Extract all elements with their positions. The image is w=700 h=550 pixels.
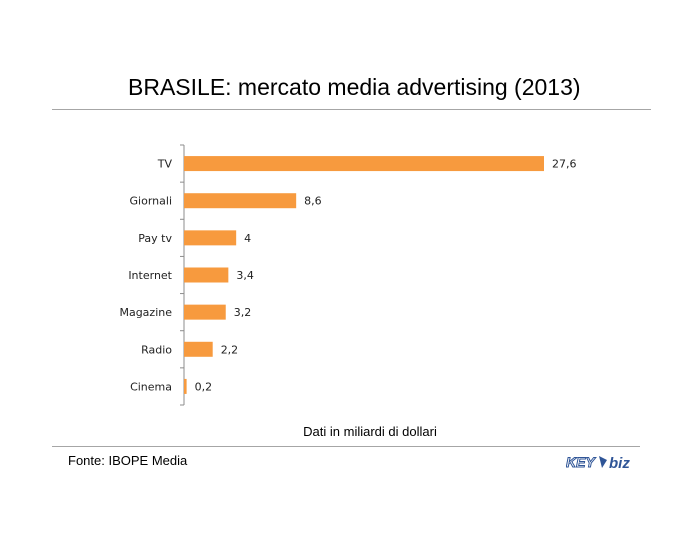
bar [184, 304, 226, 320]
logo-mark-icon [599, 456, 607, 468]
bar [184, 378, 187, 394]
logo-text-key: KEY [566, 454, 596, 470]
bar [184, 267, 229, 283]
chart-title: BRASILE: mercato media advertising (2013… [128, 74, 581, 100]
category-label: Internet [128, 269, 172, 282]
bar [184, 230, 237, 246]
category-label: Radio [141, 343, 172, 356]
bar [184, 341, 213, 357]
source-text: Fonte: IBOPE Media [68, 453, 188, 468]
title-divider [52, 109, 651, 110]
bar [184, 193, 297, 209]
category-label: Pay tv [138, 232, 172, 245]
category-labels: TV Giornali Pay tv Internet Magazine Radio Cin… [119, 158, 172, 394]
category-label: Giornali [130, 195, 172, 208]
value-label: 0,2 [195, 380, 213, 393]
category-label: Magazine [119, 306, 172, 319]
value-label: 3,4 [236, 269, 254, 282]
bar [184, 156, 544, 172]
category-label: Cinema [130, 380, 172, 393]
value-labels: 27,6 8,6 4 3,4 3,2 2,2 0,2 [195, 158, 577, 394]
category-label: TV [157, 158, 173, 171]
value-label: 2,2 [221, 343, 239, 356]
value-label: 27,6 [552, 158, 577, 171]
value-label: 8,6 [304, 195, 322, 208]
keybiz-logo: KEY biz [566, 451, 640, 478]
value-label: 3,2 [234, 306, 252, 319]
logo-text-biz: biz [609, 455, 630, 472]
value-label: 4 [244, 232, 251, 245]
units-note: Dati in miliardi di dollari [303, 424, 437, 439]
logo-graphic: KEY biz [566, 454, 631, 473]
footer-divider [52, 446, 640, 447]
bars [184, 156, 544, 394]
axis-ticks [180, 144, 184, 406]
